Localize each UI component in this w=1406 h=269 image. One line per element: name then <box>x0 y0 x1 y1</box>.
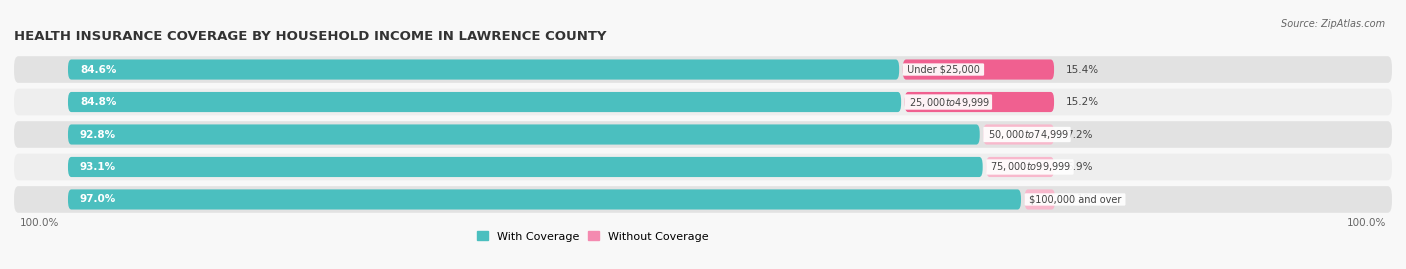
FancyBboxPatch shape <box>14 154 1392 180</box>
FancyBboxPatch shape <box>67 125 980 144</box>
Text: 3.1%: 3.1% <box>1067 194 1094 204</box>
Text: 92.8%: 92.8% <box>80 129 117 140</box>
Text: 15.4%: 15.4% <box>1066 65 1099 75</box>
Text: 7.2%: 7.2% <box>1066 129 1092 140</box>
Text: 97.0%: 97.0% <box>80 194 117 204</box>
Text: $75,000 to $99,999: $75,000 to $99,999 <box>987 161 1073 174</box>
FancyBboxPatch shape <box>14 56 1392 83</box>
FancyBboxPatch shape <box>67 59 900 80</box>
Text: $25,000 to $49,999: $25,000 to $49,999 <box>905 95 991 108</box>
Text: $50,000 to $74,999: $50,000 to $74,999 <box>984 128 1070 141</box>
Text: 84.6%: 84.6% <box>80 65 117 75</box>
Text: 6.9%: 6.9% <box>1066 162 1092 172</box>
Text: 100.0%: 100.0% <box>1347 218 1386 228</box>
FancyBboxPatch shape <box>67 189 1021 210</box>
Text: Under $25,000: Under $25,000 <box>904 65 983 75</box>
Text: 84.8%: 84.8% <box>80 97 117 107</box>
FancyBboxPatch shape <box>1025 189 1054 210</box>
Legend: With Coverage, Without Coverage: With Coverage, Without Coverage <box>472 227 713 246</box>
Text: 15.2%: 15.2% <box>1066 97 1099 107</box>
Text: 100.0%: 100.0% <box>20 218 59 228</box>
FancyBboxPatch shape <box>983 125 1054 144</box>
FancyBboxPatch shape <box>14 89 1392 115</box>
FancyBboxPatch shape <box>904 92 1054 112</box>
Text: $100,000 and over: $100,000 and over <box>1026 194 1125 204</box>
FancyBboxPatch shape <box>903 59 1054 80</box>
FancyBboxPatch shape <box>986 157 1054 177</box>
FancyBboxPatch shape <box>67 157 983 177</box>
FancyBboxPatch shape <box>14 121 1392 148</box>
Text: 93.1%: 93.1% <box>80 162 117 172</box>
FancyBboxPatch shape <box>67 92 901 112</box>
FancyBboxPatch shape <box>14 186 1392 213</box>
Text: HEALTH INSURANCE COVERAGE BY HOUSEHOLD INCOME IN LAWRENCE COUNTY: HEALTH INSURANCE COVERAGE BY HOUSEHOLD I… <box>14 30 606 43</box>
Text: Source: ZipAtlas.com: Source: ZipAtlas.com <box>1281 19 1385 29</box>
